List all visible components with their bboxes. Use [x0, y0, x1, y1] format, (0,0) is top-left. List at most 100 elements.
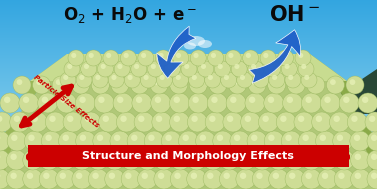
Circle shape	[187, 169, 207, 189]
Circle shape	[56, 79, 61, 85]
Circle shape	[230, 97, 236, 103]
Circle shape	[88, 169, 108, 189]
Circle shape	[11, 135, 18, 141]
Circle shape	[365, 112, 377, 132]
Circle shape	[213, 79, 218, 85]
Circle shape	[173, 97, 180, 103]
Circle shape	[134, 112, 154, 132]
Circle shape	[207, 154, 213, 160]
Circle shape	[154, 169, 174, 189]
Circle shape	[192, 97, 199, 103]
Circle shape	[181, 61, 197, 77]
Circle shape	[355, 173, 361, 179]
Circle shape	[349, 79, 356, 85]
Circle shape	[170, 150, 190, 170]
Circle shape	[215, 61, 230, 77]
Circle shape	[64, 61, 80, 77]
Circle shape	[256, 173, 263, 179]
Circle shape	[280, 116, 287, 122]
Circle shape	[108, 72, 124, 88]
Circle shape	[98, 97, 104, 103]
Circle shape	[312, 112, 332, 132]
Circle shape	[114, 135, 120, 141]
Circle shape	[32, 116, 38, 122]
Circle shape	[61, 97, 67, 103]
FancyBboxPatch shape	[28, 145, 349, 167]
Circle shape	[125, 154, 132, 160]
Circle shape	[337, 135, 343, 141]
Circle shape	[201, 64, 206, 69]
Circle shape	[240, 75, 245, 80]
Circle shape	[76, 72, 92, 88]
Circle shape	[60, 154, 66, 160]
Circle shape	[141, 173, 148, 179]
Circle shape	[39, 169, 59, 189]
Circle shape	[75, 79, 81, 85]
Circle shape	[343, 97, 349, 103]
Circle shape	[144, 75, 149, 80]
Circle shape	[301, 72, 317, 88]
Circle shape	[260, 50, 276, 66]
Circle shape	[39, 150, 59, 170]
Text: Particle Size Effects: Particle Size Effects	[32, 74, 100, 128]
Circle shape	[298, 53, 303, 58]
Circle shape	[167, 64, 173, 69]
Circle shape	[268, 76, 286, 94]
Circle shape	[207, 93, 227, 113]
Circle shape	[187, 112, 207, 132]
Circle shape	[330, 79, 336, 85]
Circle shape	[176, 75, 181, 80]
Circle shape	[273, 173, 279, 179]
Circle shape	[106, 53, 111, 58]
Circle shape	[55, 169, 75, 189]
Circle shape	[136, 97, 142, 103]
Circle shape	[339, 93, 359, 113]
Ellipse shape	[198, 40, 212, 48]
Circle shape	[268, 135, 274, 141]
Circle shape	[248, 61, 264, 77]
Circle shape	[268, 97, 274, 103]
Circle shape	[95, 79, 101, 85]
Circle shape	[92, 173, 99, 179]
Circle shape	[264, 93, 284, 113]
Circle shape	[120, 116, 127, 122]
Text: O$_2$ + H$_2$O + e$^-$: O$_2$ + H$_2$O + e$^-$	[63, 5, 197, 25]
Circle shape	[32, 76, 51, 94]
Circle shape	[277, 50, 294, 66]
Circle shape	[295, 50, 311, 66]
Circle shape	[105, 169, 125, 189]
Circle shape	[131, 135, 138, 141]
Polygon shape	[0, 54, 377, 189]
Circle shape	[226, 93, 246, 113]
Circle shape	[7, 131, 27, 151]
Circle shape	[60, 72, 76, 88]
Circle shape	[161, 131, 181, 151]
Circle shape	[318, 150, 338, 170]
Circle shape	[298, 61, 314, 77]
Circle shape	[218, 64, 223, 69]
Text: OH$^-$: OH$^-$	[270, 5, 320, 25]
FancyArrowPatch shape	[21, 86, 72, 126]
Circle shape	[326, 76, 345, 94]
Circle shape	[209, 116, 216, 122]
Circle shape	[310, 79, 316, 85]
Circle shape	[36, 79, 42, 85]
Circle shape	[23, 97, 29, 103]
Circle shape	[55, 150, 75, 170]
Circle shape	[241, 112, 261, 132]
Circle shape	[334, 169, 354, 189]
Circle shape	[174, 154, 181, 160]
Circle shape	[43, 173, 49, 179]
Circle shape	[158, 53, 164, 58]
Circle shape	[305, 154, 312, 160]
Circle shape	[134, 64, 139, 69]
Circle shape	[219, 150, 239, 170]
Circle shape	[68, 50, 84, 66]
Circle shape	[347, 112, 367, 132]
Circle shape	[234, 135, 240, 141]
Circle shape	[320, 93, 340, 113]
Circle shape	[103, 50, 119, 66]
Ellipse shape	[187, 36, 205, 46]
Circle shape	[316, 116, 322, 122]
Circle shape	[117, 97, 123, 103]
